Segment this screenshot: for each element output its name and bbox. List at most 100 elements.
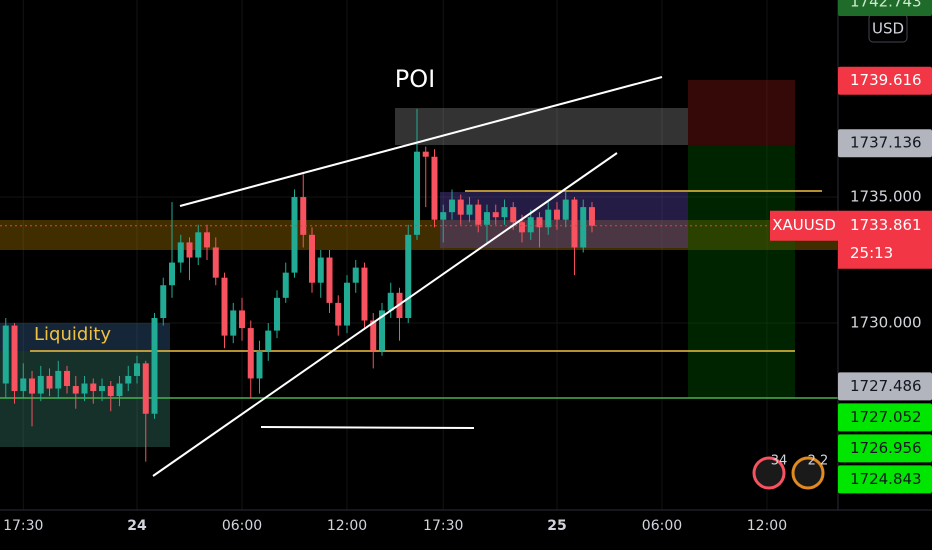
candle-body	[483, 212, 490, 225]
candle-body	[457, 199, 464, 215]
price-tag	[838, 403, 932, 432]
price-tag	[838, 129, 932, 158]
event-count: 34	[771, 454, 788, 469]
price-tag-label: 1739.616	[850, 71, 922, 89]
candle-body	[230, 310, 237, 336]
candle-body	[177, 242, 184, 263]
candle-body	[352, 267, 359, 283]
x-tick-label: 17:30	[423, 518, 463, 534]
trend-line-lower	[152, 152, 618, 477]
grid	[0, 0, 838, 510]
candle-body	[518, 222, 525, 233]
candle-body	[545, 209, 552, 228]
candle-body	[300, 197, 307, 235]
event-icon[interactable]	[752, 456, 786, 490]
price-tag	[838, 0, 932, 16]
candle-body	[64, 370, 71, 387]
candle-body	[562, 199, 569, 220]
price-tag-label: 1724.843	[850, 470, 922, 488]
trend-line-upper	[179, 76, 663, 207]
candle-body	[160, 285, 167, 318]
poi-zone	[395, 108, 688, 145]
x-tick-label: 25	[547, 518, 566, 534]
candle-body	[588, 207, 595, 226]
candle-body	[466, 204, 473, 215]
axis-labels: 17:30 24 06:00 12:00 17:30 25 06:00 12:00 1735.0…	[3, 0, 932, 534]
candle-body	[37, 375, 44, 394]
symbol: XAUUSD	[772, 216, 836, 234]
candle-body	[186, 242, 193, 258]
candle-body	[46, 375, 53, 389]
candle-body	[134, 363, 141, 376]
candle-body	[335, 302, 342, 326]
candle-body	[378, 310, 385, 351]
countdown: 25:13	[850, 244, 893, 262]
candle-body	[317, 257, 324, 283]
candle-body	[72, 386, 79, 394]
candle-body	[247, 328, 254, 379]
candle-body	[239, 310, 246, 329]
stop-zone	[688, 80, 795, 145]
candle-body	[431, 156, 438, 220]
x-tick-label: 12:00	[747, 518, 787, 534]
candle-body	[125, 375, 132, 384]
candle-body	[308, 234, 315, 283]
price-tag	[838, 372, 932, 401]
price-tag-label: 1742.743	[850, 0, 922, 10]
symbol-tag	[770, 210, 838, 241]
candles	[0, 108, 838, 462]
x-tick-label: 06:00	[642, 518, 682, 534]
price-tag-label: 1727.052	[850, 408, 922, 426]
candle-body	[151, 317, 158, 414]
y-tick-label: 1730.000	[850, 314, 922, 332]
price-tag-label: 1737.136	[850, 134, 922, 152]
price-tag-label: 1726.956	[850, 439, 922, 457]
candle-body	[212, 247, 219, 278]
x-tick-label: 17:30	[3, 518, 43, 534]
candle-body	[343, 282, 350, 326]
candle-body	[422, 151, 429, 157]
candle-body	[571, 199, 578, 248]
y-tick-label: 1735.000	[850, 188, 922, 206]
candle-body	[265, 330, 272, 351]
candle-body	[20, 378, 27, 392]
candle-body	[99, 386, 106, 392]
candle-body	[90, 383, 97, 392]
price-tag	[838, 434, 932, 463]
x-tick-label: 24	[127, 518, 147, 534]
event-icon[interactable]	[791, 456, 825, 490]
candle-body	[553, 209, 560, 220]
candle-body	[142, 363, 149, 414]
candle-body	[440, 212, 447, 220]
candle-body	[204, 232, 211, 248]
candle-body	[448, 199, 455, 213]
current-price-label: 1733.861	[850, 216, 922, 234]
current-price-tag	[838, 210, 932, 269]
price-tag-label: 1727.486	[850, 377, 922, 395]
candle-body	[116, 383, 123, 397]
candle-body	[274, 297, 281, 331]
candle-body	[11, 325, 18, 392]
candle-body	[510, 207, 517, 223]
liquidity-label: Liquidity	[34, 324, 111, 345]
candle-body	[221, 277, 228, 336]
candle-body	[405, 234, 412, 318]
x-tick-label: 06:00	[222, 518, 262, 534]
candle-body	[361, 267, 368, 321]
x-tick-label: 12:00	[327, 518, 367, 534]
candle-body	[195, 232, 202, 258]
candle-body	[107, 386, 114, 397]
poi-label: POI	[395, 65, 435, 93]
candle-body	[413, 151, 420, 235]
candle-body	[81, 383, 88, 394]
candle-body	[326, 257, 333, 303]
currency: USD	[872, 20, 904, 38]
candle-body	[55, 370, 62, 389]
price-tag	[838, 465, 932, 494]
candle-body	[580, 207, 587, 248]
candle-body	[527, 217, 534, 233]
candle-body	[282, 272, 289, 298]
low-line	[260, 426, 475, 429]
candle-body	[291, 197, 298, 273]
